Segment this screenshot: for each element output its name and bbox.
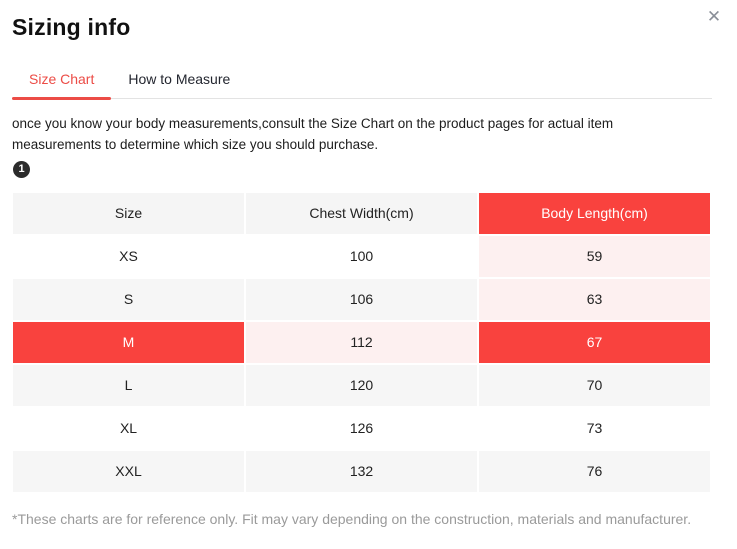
column-header-size: Size — [13, 192, 244, 234]
size-cell[interactable]: S — [13, 278, 244, 320]
close-icon[interactable]: ✕ — [703, 6, 725, 28]
body-length-cell[interactable]: 73 — [479, 407, 710, 449]
column-header-body-length: Body Length(cm) — [479, 192, 710, 234]
body-length-cell[interactable]: 70 — [479, 364, 710, 406]
size-cell[interactable]: XS — [13, 235, 244, 277]
column-header-chest-width: Chest Width(cm) — [246, 192, 477, 234]
table-row: S 106 63 — [13, 278, 710, 320]
chest-width-cell[interactable]: 100 — [246, 235, 477, 277]
body-length-cell[interactable]: 63 — [479, 278, 710, 320]
tab-bar: Size Chart How to Measure — [12, 65, 712, 100]
step-badge: 1 — [13, 160, 30, 178]
table-row: XXL 132 76 — [13, 450, 710, 492]
table-header-row: Size Chest Width(cm) Body Length(cm) — [13, 192, 710, 234]
chest-width-cell[interactable]: 126 — [246, 407, 477, 449]
intro-text: once you know your body measurements,con… — [12, 116, 614, 152]
table-row: XS 100 59 — [13, 235, 710, 277]
table-row-selected: M 112 67 — [13, 321, 710, 363]
size-cell[interactable]: L — [13, 364, 244, 406]
size-chart-table: Size Chest Width(cm) Body Length(cm) XS … — [11, 191, 712, 494]
tab-how-to-measure[interactable]: How to Measure — [128, 71, 231, 87]
chest-width-cell[interactable]: 112 — [246, 321, 477, 363]
size-cell[interactable]: XXL — [13, 450, 244, 492]
chest-width-cell[interactable]: 120 — [246, 364, 477, 406]
chest-width-cell[interactable]: 132 — [246, 450, 477, 492]
body-length-cell[interactable]: 67 — [479, 321, 710, 363]
chest-width-cell[interactable]: 106 — [246, 278, 477, 320]
body-length-cell[interactable]: 59 — [479, 235, 710, 277]
table-row: XL 126 73 — [13, 407, 710, 449]
size-cell[interactable]: M — [13, 321, 244, 363]
page-title: Sizing info — [12, 14, 131, 40]
footnote-text: *These charts are for reference only. Fi… — [12, 510, 692, 527]
body-length-cell[interactable]: 76 — [479, 450, 710, 492]
tab-size-chart[interactable]: Size Chart — [12, 65, 112, 100]
table-row: L 120 70 — [13, 364, 710, 406]
size-cell[interactable]: XL — [13, 407, 244, 449]
